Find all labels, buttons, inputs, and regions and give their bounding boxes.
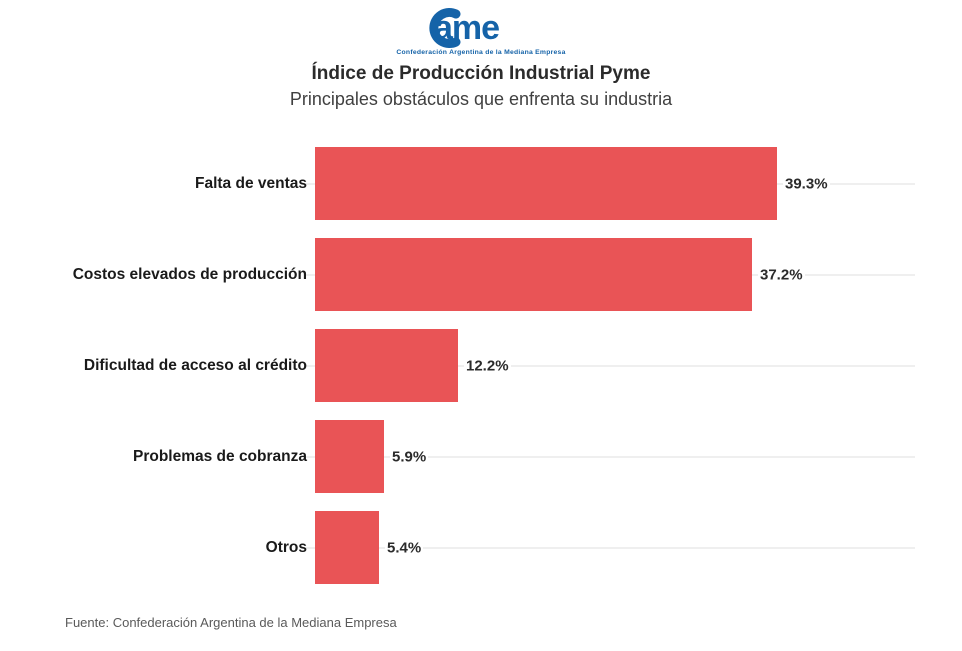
page-title: Índice de Producción Industrial Pyme (311, 63, 651, 84)
value-label: 39.3% (783, 174, 830, 193)
came-logo-icon: ame (429, 8, 500, 48)
bar-chart: Falta de ventas 39.3% Costos elevados de p… (0, 147, 962, 602)
svg-text:ame: ame (434, 9, 499, 47)
category-label: Dificultad de acceso al crédito (83, 356, 307, 374)
bar (315, 420, 384, 493)
source-note: Fuente: Confederación Argentina de la Me… (65, 615, 397, 630)
category-label: Falta de ventas (195, 174, 307, 192)
logo-tagline: Confederación Argentina de la Mediana Em… (396, 49, 566, 56)
value-label: 37.2% (758, 265, 805, 284)
row-gridline (306, 455, 915, 458)
category-label: Costos elevados de producción (72, 265, 307, 283)
page-subtitle: Principales obstáculos que enfrenta su i… (289, 89, 673, 109)
bar (315, 511, 379, 584)
chart-row: Otros 5.4% (0, 511, 962, 584)
bar (315, 238, 752, 311)
chart-row: Dificultad de acceso al crédito 12.2% (0, 329, 962, 402)
value-label: 5.4% (385, 538, 424, 557)
category-label: Problemas de cobranza (132, 447, 307, 465)
bar (315, 147, 777, 220)
came-logo: ame Confederación Argentina de la Median… (371, 6, 591, 56)
row-gridline (306, 364, 915, 367)
row-gridline (306, 546, 915, 549)
chart-row: Costos elevados de producción 37.2% (0, 238, 962, 311)
value-label: 5.9% (390, 447, 429, 466)
bar (315, 329, 458, 402)
chart-row: Falta de ventas 39.3% (0, 147, 962, 220)
chart-row: Problemas de cobranza 5.9% (0, 420, 962, 493)
category-label: Otros (265, 538, 307, 556)
value-label: 12.2% (464, 356, 511, 375)
